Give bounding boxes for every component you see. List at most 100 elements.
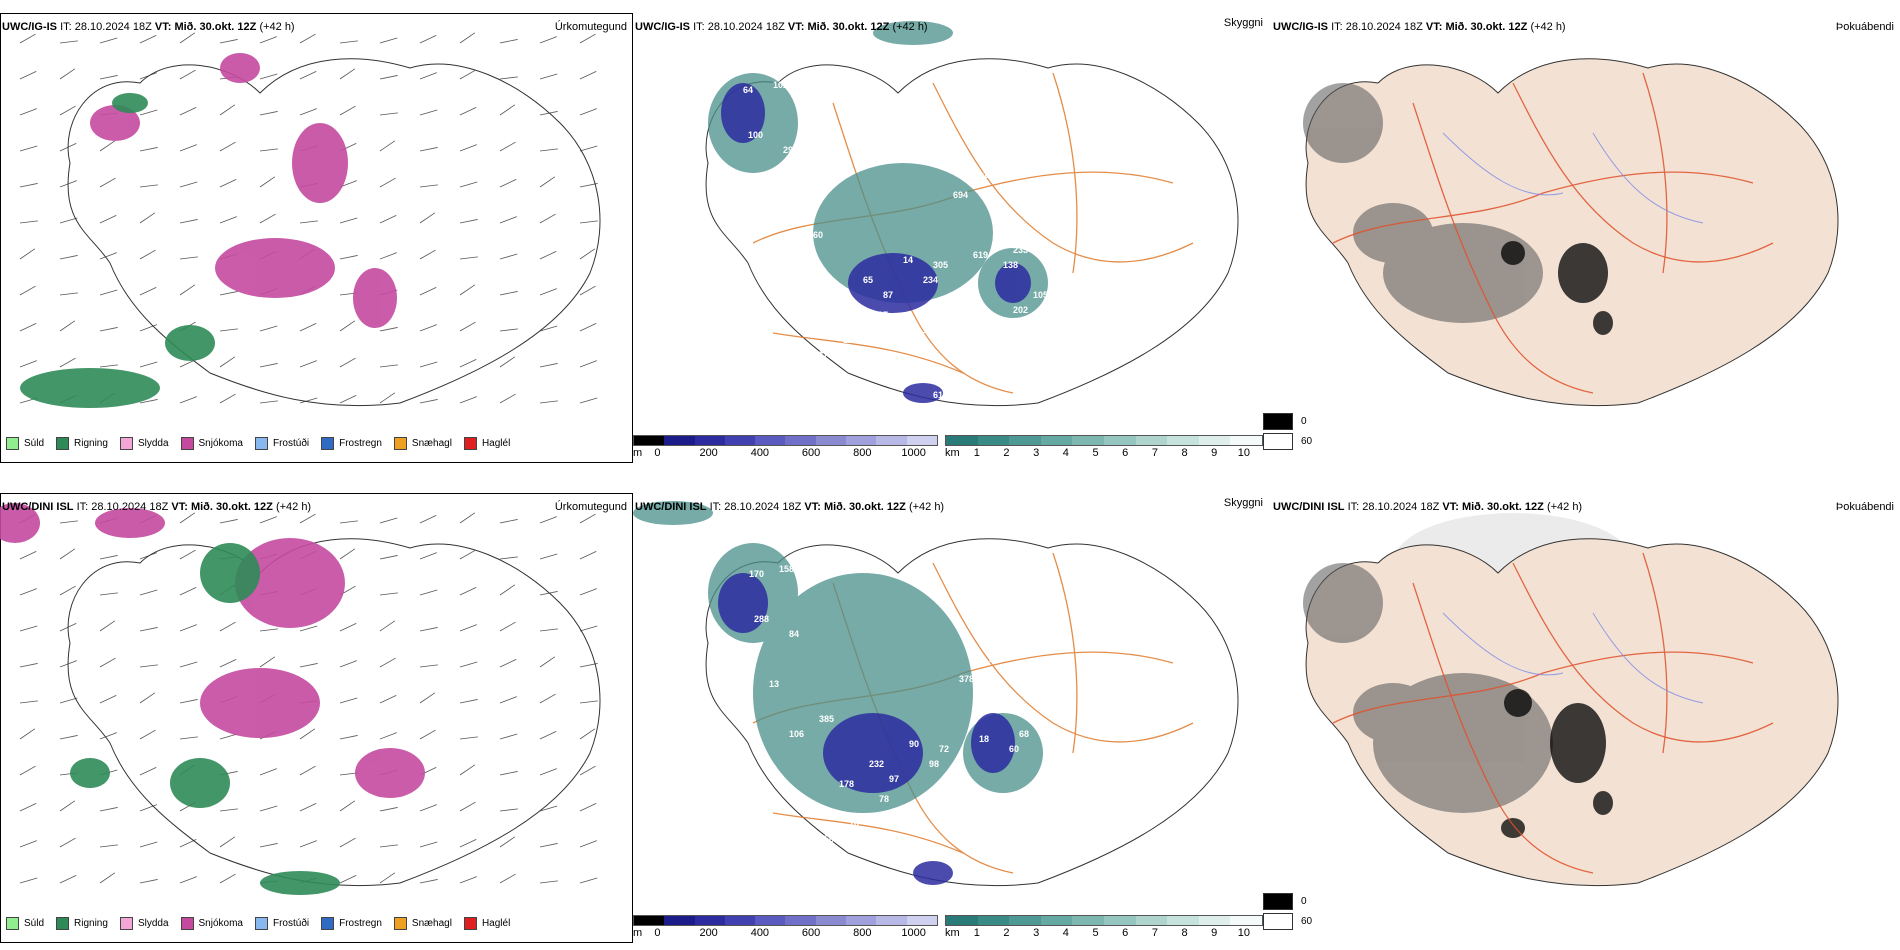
visibility-unit: km — [945, 927, 960, 939]
colorbar-segment — [1135, 916, 1168, 925]
wind-barb — [459, 144, 477, 152]
ceiling-value-label: 67 — [894, 859, 904, 869]
colorbar-segment — [694, 436, 725, 445]
wind-barb — [19, 700, 38, 704]
ceiling-value-label: 18 — [979, 734, 989, 744]
legend-label: Frostúði — [272, 918, 310, 929]
vt-value: Mið. 30.okt. 12Z — [807, 21, 890, 33]
legend-swatch — [119, 437, 133, 450]
legend-item: Snæhagl — [393, 917, 452, 930]
fog-map-2 — [1303, 513, 1839, 887]
wind-barb — [499, 873, 516, 884]
colorbar-segment — [946, 916, 978, 925]
wind-barb — [179, 219, 198, 224]
wind-barb — [459, 106, 477, 116]
ceiling-value-label: 100 — [748, 130, 763, 140]
ceiling-value-label: 1 — [888, 375, 893, 385]
colorbar-label: 4 — [1062, 927, 1069, 939]
colorbar-segment — [664, 916, 695, 925]
colorbar-segment — [1040, 916, 1073, 925]
legend-label: Snjókoma — [198, 918, 243, 929]
ceiling-value-label: 64 — [743, 85, 753, 95]
legend-label: Rigning — [74, 438, 108, 449]
colorbar-segment — [694, 916, 725, 925]
wind-barb — [19, 588, 37, 596]
wind-barb — [219, 216, 237, 224]
wind-barb — [299, 397, 318, 404]
wind-barb — [459, 624, 477, 632]
legend-item: Súld — [6, 437, 44, 450]
wind-barb — [419, 184, 438, 188]
wind-barb — [419, 589, 438, 596]
visibility-colorbar-1: 1 2 3 4 5 6 7 8 9 10 km — [945, 435, 1263, 460]
wind-barb — [499, 696, 517, 704]
ceiling-value-label: 166 — [923, 325, 938, 335]
wind-barb — [99, 657, 116, 668]
colorbar-segment — [977, 436, 1010, 445]
wind-barb — [419, 514, 437, 524]
ceiling-value-label: 123 — [843, 335, 858, 345]
wind-barb — [259, 325, 278, 332]
legend-label: Súld — [24, 438, 45, 449]
ceiling-value-label: 202 — [1013, 305, 1028, 315]
lead-time: (+42 h) — [908, 501, 945, 513]
wind-barb — [299, 728, 316, 740]
wind-barb — [179, 181, 198, 188]
colorbar-segment — [1230, 436, 1262, 445]
wind-barb — [259, 148, 278, 152]
wind-barb — [539, 111, 558, 116]
ceiling-value-label: 61 — [933, 390, 943, 400]
ceiling-value-label: 13 — [769, 679, 779, 689]
wind-barb — [99, 620, 116, 632]
ceiling-value-label: 82 — [903, 330, 913, 340]
wind-barb — [219, 393, 236, 404]
colorbar-label: 800 — [853, 447, 872, 459]
colorbar-label: 1000 — [901, 927, 926, 939]
wind-barb — [579, 397, 598, 404]
ceiling-value-label: 166 — [1019, 789, 1034, 799]
wind-barb — [499, 178, 517, 188]
wind-barb — [339, 520, 358, 524]
wind-barb — [139, 804, 157, 812]
fog-legend-2: 0 60 — [1263, 893, 1312, 930]
wind-barb — [179, 736, 198, 740]
wind-barb — [99, 214, 117, 224]
wind-barb — [259, 36, 277, 44]
legend-label: Snjókoma — [198, 438, 243, 449]
wind-barb — [59, 357, 76, 368]
wind-barb — [579, 802, 597, 812]
wind-barb — [59, 217, 78, 224]
colorbar-segment — [846, 436, 877, 445]
model-name: UWC/DINI ISL — [635, 501, 707, 513]
wind-barb — [59, 40, 78, 44]
colorbar-segment — [1135, 436, 1168, 445]
wind-barb — [459, 699, 478, 704]
wind-barb — [339, 622, 357, 632]
wind-barb — [419, 147, 438, 152]
wind-barb — [179, 699, 198, 704]
vt-label: VT: — [171, 501, 188, 513]
wind-barb — [459, 661, 478, 668]
wind-barb — [59, 697, 78, 704]
it-value: 28.10.2024 18Z — [707, 21, 785, 33]
wind-barb — [19, 840, 37, 848]
colorbar-label: 2 — [1003, 927, 1010, 939]
ceiling-value-label: 97 — [889, 774, 899, 784]
wind-barb — [19, 360, 37, 368]
fog-legend-label: 0 — [1301, 416, 1307, 428]
wind-barb — [19, 728, 36, 740]
legend-item: Haglél — [463, 437, 510, 450]
wind-barb — [299, 663, 318, 668]
colorbar-label: 600 — [801, 927, 821, 939]
wind-barb — [419, 664, 438, 668]
wind-barb — [539, 768, 557, 776]
colorbar-label: 1 — [973, 927, 980, 939]
wind-barb — [379, 392, 396, 404]
legend-item: Rigning — [56, 437, 108, 450]
height-colorbar-bar — [633, 435, 938, 446]
ceiling-panel-1: 64 102 100 29 69 60 654 14 305 619 233 592 158 694 65 8… — [633, 13, 1263, 463]
wind-barb — [539, 628, 558, 632]
visibility-colorbar-bar — [945, 435, 1263, 446]
legend-swatch — [254, 917, 268, 930]
colorbar-label: 9 — [1211, 447, 1218, 459]
